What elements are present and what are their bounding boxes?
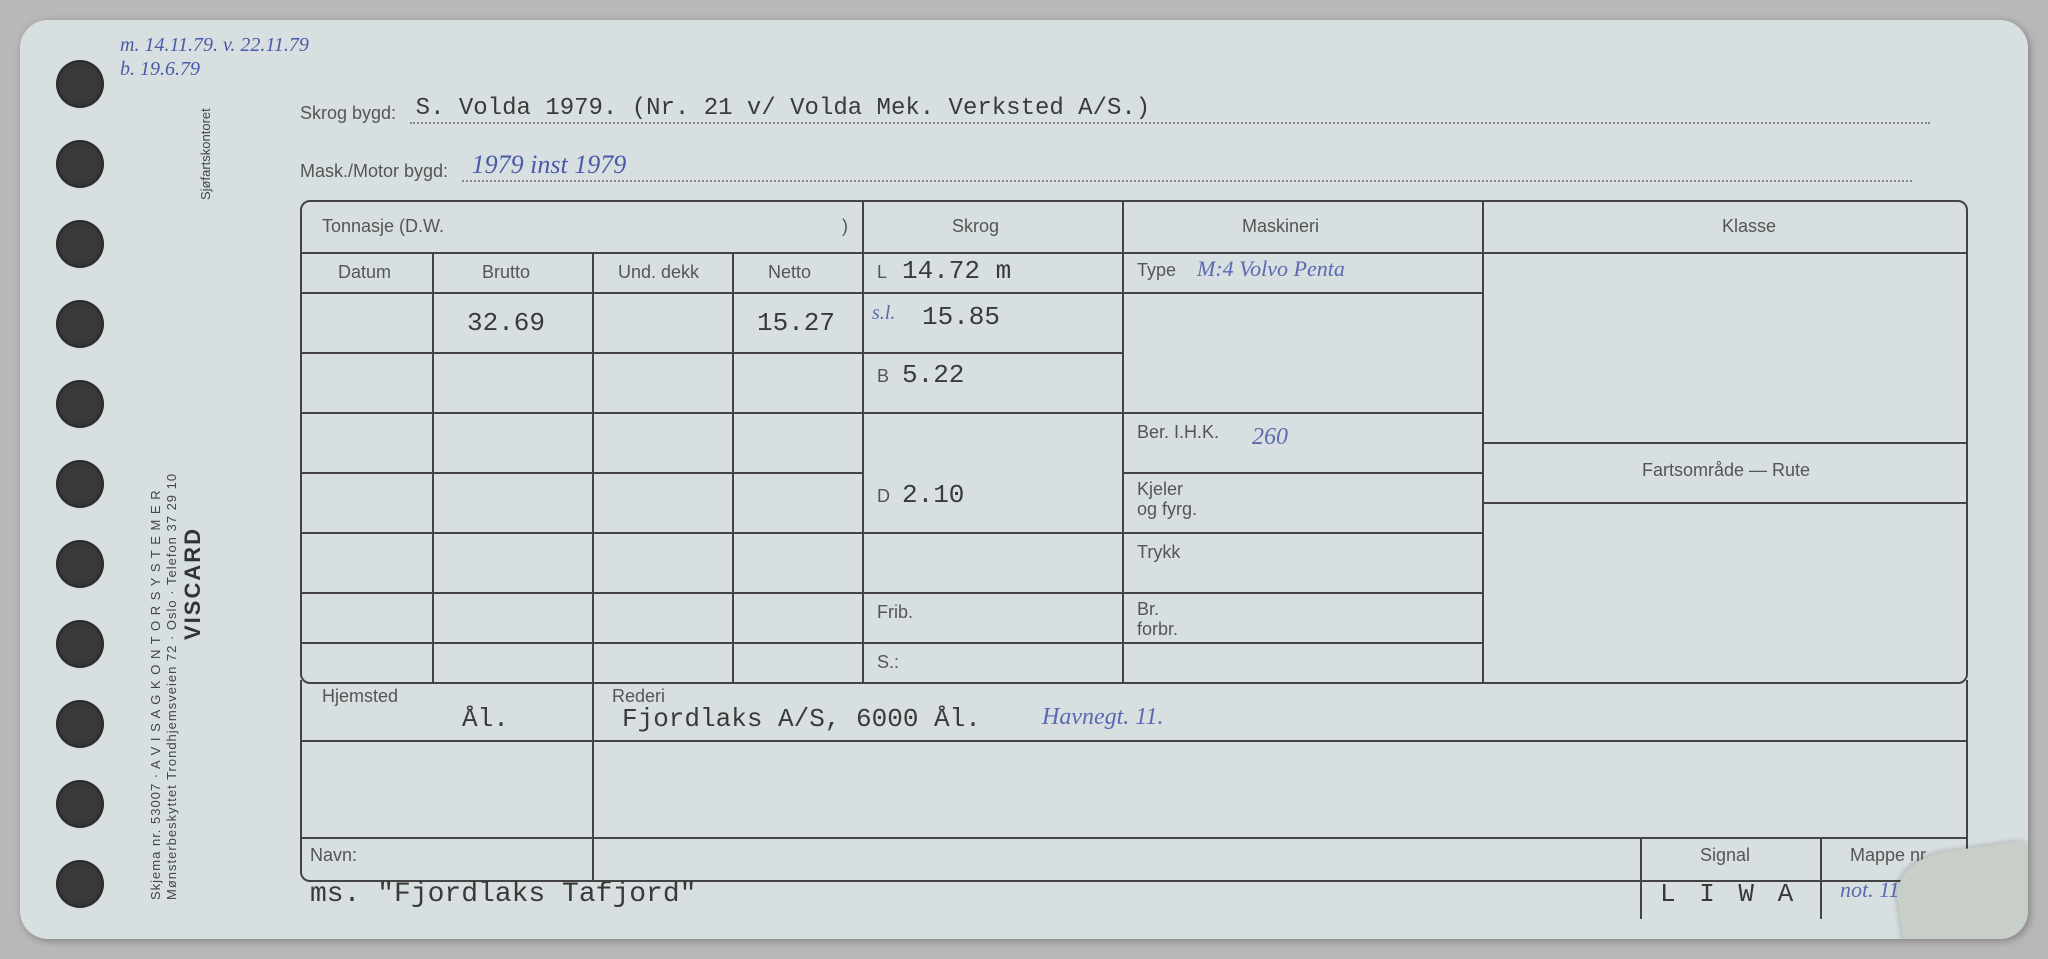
lbl-signal: Signal [1700,845,1750,866]
sub-brutto: Brutto [482,262,530,283]
lbl-frib: Frib. [877,602,913,623]
lbl-hjemsted: Hjemsted [322,686,398,707]
index-card: VISCARD Skjema nr. 53007 · A V I S A G K… [20,20,2028,939]
val-rederi-typed: Fjordlaks A/S, 6000 Ål. [622,704,981,734]
skrog-bygd-label: Skrog bygd: [300,103,396,123]
hdr-maskineri: Maskineri [1242,216,1319,237]
val-rederi-hand: Havnegt. 11. [1042,704,1164,731]
val-type: M:4 Volvo Penta [1197,256,1345,282]
motor-bygd-value: 1979 inst 1979 [462,150,627,179]
lbl-S: S.: [877,652,899,673]
sidebar-top: Sjøfartskontoret [198,108,213,200]
val-D: 2.10 [902,480,964,510]
brand-text: VISCARD [180,527,206,640]
sidebar-line1: Skjema nr. 53007 · A V I S A G K O N T O… [148,489,163,900]
lbl-br: Br. forbr. [1137,600,1178,640]
lbl-D: D [877,486,890,507]
row-skrog-bygd: Skrog bygd: S. Volda 1979. (Nr. 21 v/ Vo… [300,95,1968,135]
hdr-tonnasje: Tonnasje (D.W. [322,216,444,237]
lbl-ber: Ber. I.H.K. [1137,422,1219,443]
val-L: 14.72 m [902,256,1011,286]
sub-und-dekk: Und. dekk [618,262,699,283]
sidebar-print: VISCARD Skjema nr. 53007 · A V I S A G K… [140,20,200,939]
skrog-bygd-value: S. Volda 1979. (Nr. 21 v/ Volda Mek. Ver… [410,95,1151,122]
val-signal: L I W A [1660,879,1797,909]
motor-bygd-label: Mask./Motor bygd: [300,161,448,181]
val-navn: ms. "Fjordlaks Tafjord" [310,879,696,910]
val-ber: 260 [1252,424,1288,451]
form-area: m. 14.11.79. v. 22.11.79 b. 19.6.79 Skro… [220,40,2008,919]
hdr-klasse: Klasse [1722,216,1776,237]
row-navn: Navn: ms. "Fjordlaks Tafjord" Signal L I… [300,837,1968,919]
lbl-L: L [877,262,887,283]
val-hjemsted: Ål. [462,704,509,734]
val-sl: 15.85 [922,302,1000,332]
margin-note-1: m. 14.11.79. v. 22.11.79 [120,34,309,57]
val-brutto: 32.69 [467,308,545,338]
val-B: 5.22 [902,360,964,390]
lbl-sl: s.l. [872,302,895,325]
lbl-navn: Navn: [310,845,357,866]
row-motor-bygd: Mask./Motor bygd: 1979 inst 1979 [300,150,1968,190]
margin-note-2: b. 19.6.79 [120,58,200,81]
sub-netto: Netto [768,262,811,283]
sub-datum: Datum [338,262,391,283]
lbl-kjeler: Kjeler og fyrg. [1137,480,1197,520]
lbl-fart: Fartsområde — Rute [1642,460,1810,481]
main-grid: Tonnasje (D.W. ) Skrog Maskineri Klasse … [300,200,1968,684]
punch-holes [40,20,120,939]
lbl-trykk: Trykk [1137,542,1180,563]
hdr-skrog: Skrog [952,216,999,237]
lbl-type: Type [1137,260,1176,281]
lbl-B: B [877,366,889,387]
val-netto: 15.27 [757,308,835,338]
sidebar-line2: Mønsterbeskyttet Trondhjemsveien 72 · Os… [164,473,179,900]
hdr-tonnasje-close: ) [842,216,848,237]
